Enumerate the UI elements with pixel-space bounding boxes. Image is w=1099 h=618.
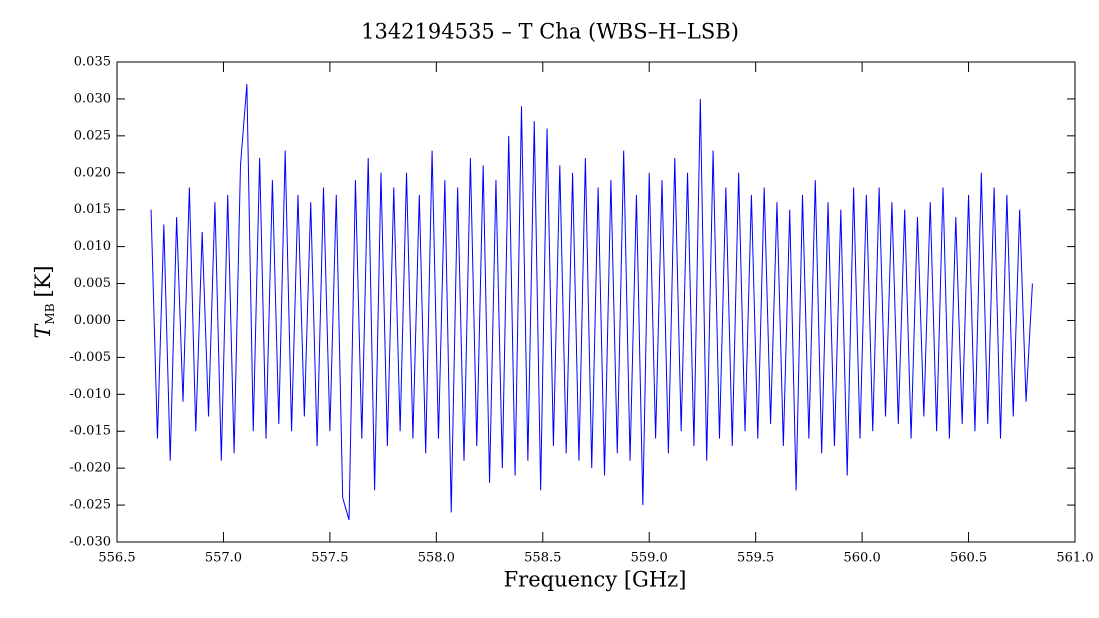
y-tick-label: -0.025: [69, 498, 111, 513]
y-label-symbol: T: [31, 323, 55, 339]
y-tick-label: -0.005: [69, 350, 111, 365]
y-tick-label: -0.010: [69, 387, 111, 402]
x-tick-label: 558.5: [524, 551, 561, 566]
y-tick-label: 0.010: [74, 239, 111, 254]
y-tick-label: 0.035: [74, 55, 111, 70]
x-tick-label: 561.0: [1056, 551, 1093, 566]
y-tick-label: -0.015: [69, 424, 111, 439]
plot-frame: [116, 61, 1076, 543]
x-tick-label: 558.0: [418, 551, 455, 566]
y-tick-label: -0.030: [69, 535, 111, 550]
y-axis-label: TMB [K]: [31, 265, 57, 338]
chart-title: 1342194535 – T Cha (WBS–H–LSB): [361, 20, 739, 44]
x-tick-label: 559.5: [737, 551, 774, 566]
x-tick-label: 560.0: [844, 551, 881, 566]
y-tick-label: 0.020: [74, 165, 111, 180]
y-tick-label: 0.015: [74, 202, 111, 217]
y-tick-label: 0.025: [74, 128, 111, 143]
x-tick-label: 557.5: [311, 551, 348, 566]
y-tick-label: 0.030: [74, 91, 111, 106]
y-tick-label: -0.020: [69, 461, 111, 476]
y-label-unit: [K]: [31, 265, 55, 297]
x-tick-label: 557.0: [205, 551, 242, 566]
x-tick-label: 556.5: [98, 551, 135, 566]
y-tick-label: 0.005: [74, 276, 111, 291]
spectrum-line: [150, 84, 1033, 520]
y-label-subscript: MB: [43, 303, 57, 324]
y-axis-label-text: TMB [K]: [31, 265, 57, 338]
x-tick-label: 560.5: [950, 551, 987, 566]
x-axis-label: Frequency [GHz]: [504, 568, 687, 592]
y-tick-label: 0.000: [74, 313, 111, 328]
x-tick-label: 559.0: [631, 551, 668, 566]
